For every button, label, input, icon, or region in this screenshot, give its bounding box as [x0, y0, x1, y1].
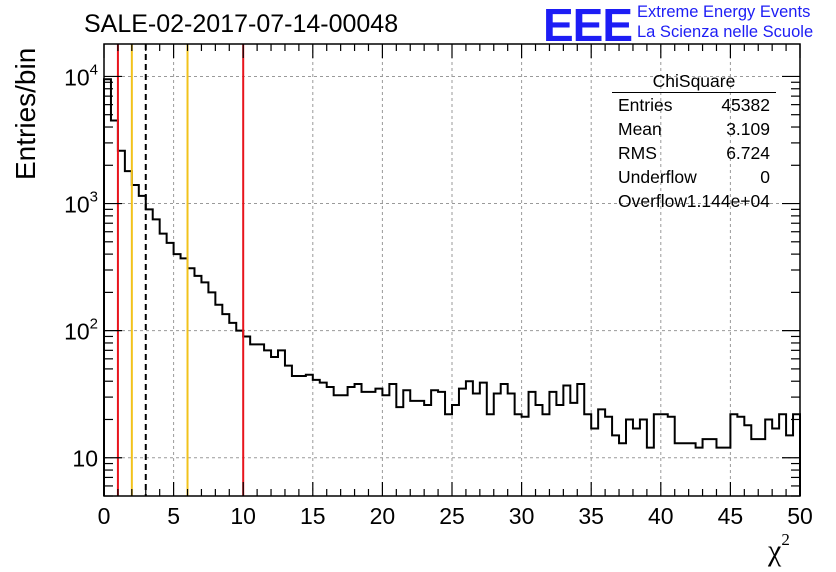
stats-row-mean: Mean 3.109: [612, 117, 776, 141]
y-tick-label: 104: [64, 61, 98, 90]
stats-row-underflow: Underflow 0: [612, 165, 776, 189]
x-tick-label: 0: [98, 503, 111, 529]
stats-key: RMS: [618, 143, 657, 163]
histogram-series: [103, 78, 801, 496]
stats-header: ChiSquare: [612, 70, 776, 93]
stats-row-rms: RMS 6.724: [612, 141, 776, 165]
stats-value: 0: [760, 167, 770, 187]
stats-value: 6.724: [726, 143, 770, 163]
x-tick-label: 45: [718, 503, 744, 529]
x-tick-label: 15: [300, 503, 326, 529]
x-tick-label: 50: [787, 503, 813, 529]
stats-key: Mean: [618, 119, 662, 139]
y-tick-label: 103: [64, 189, 98, 218]
chart-title: SALE-02-2017-07-14-00048: [84, 10, 399, 38]
stats-row-overflow: Overflow 1.144e+04: [612, 189, 776, 213]
x-tick-label: 35: [578, 503, 604, 529]
stats-row-entries: Entries 45382: [612, 93, 776, 117]
x-tick-label: 40: [648, 503, 674, 529]
x-tick-label: 10: [230, 503, 256, 529]
stats-key: Entries: [618, 95, 673, 115]
eee-logo: EEE: [543, 0, 633, 51]
stats-key: Underflow: [618, 167, 697, 187]
stats-value: 3.109: [726, 119, 770, 139]
stats-box: ChiSquare Entries 45382 Mean 3.109 RMS 6…: [612, 70, 776, 213]
x-tick-label: 20: [370, 503, 396, 529]
logo-line-1: Extreme Energy Events: [637, 3, 811, 21]
y-tick-label: 10: [72, 446, 98, 472]
x-tick-label: 5: [167, 503, 180, 529]
stats-value: 1.144e+04: [686, 191, 770, 211]
stats-value: 45382: [721, 95, 770, 115]
y-tick-label: 102: [64, 316, 98, 345]
logo-line-2: La Scienza nelle Scuole: [637, 23, 814, 41]
x-tick-label: 30: [509, 503, 535, 529]
stats-key: Overflow: [618, 191, 688, 211]
y-axis-label: Entries/bin: [10, 47, 41, 180]
x-tick-label: 25: [439, 503, 465, 529]
x-axis-label: χ2: [768, 530, 790, 567]
